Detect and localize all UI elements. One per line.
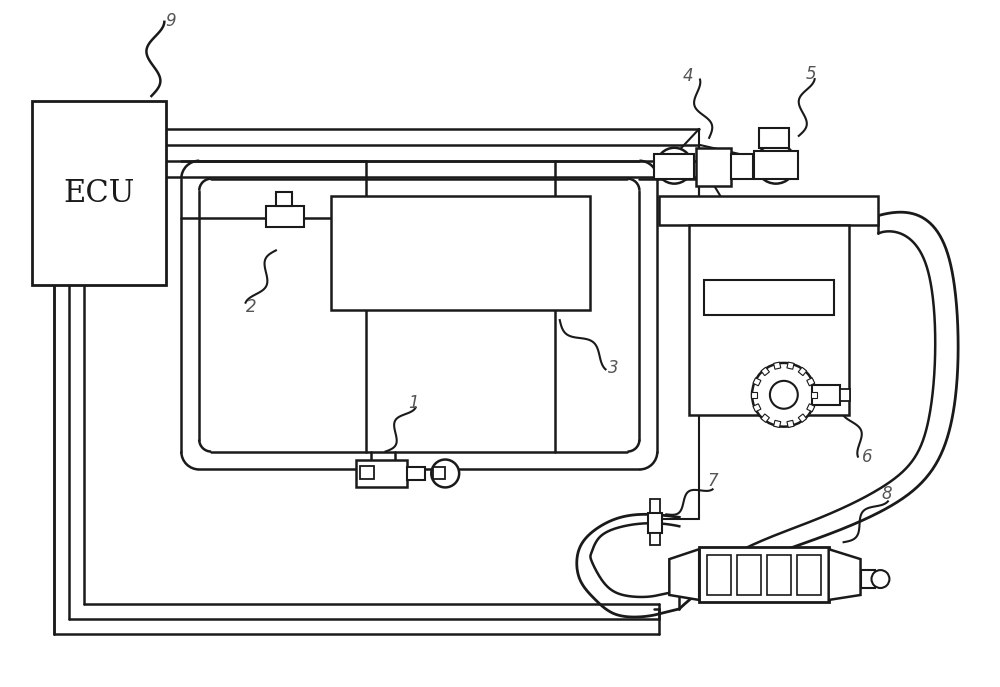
Bar [774, 420, 781, 427]
Bar [807, 404, 815, 412]
Circle shape [770, 381, 798, 409]
Bar [797, 555, 821, 595]
Bar [761, 368, 769, 376]
Bar [787, 420, 794, 427]
Bar [774, 362, 781, 369]
Bar [331, 196, 590, 310]
Bar [753, 404, 761, 412]
Text: 4: 4 [682, 67, 693, 85]
Bar [276, 192, 292, 205]
Bar [812, 385, 840, 405]
Bar [433, 467, 445, 480]
Bar [266, 205, 304, 227]
Circle shape [666, 158, 682, 174]
Bar [699, 547, 829, 602]
Bar [787, 362, 794, 369]
Bar [759, 128, 789, 148]
Bar [696, 148, 731, 185]
Bar [407, 466, 425, 480]
Bar [654, 154, 694, 179]
Text: 5: 5 [806, 65, 816, 83]
Bar [861, 570, 875, 588]
Circle shape [752, 363, 816, 427]
Bar [807, 378, 815, 386]
Bar [754, 150, 798, 179]
Text: 8: 8 [881, 486, 892, 504]
Bar [650, 499, 660, 513]
Bar [840, 389, 850, 401]
Circle shape [767, 155, 785, 172]
Text: 6: 6 [862, 447, 872, 466]
Bar [798, 414, 807, 423]
Bar [32, 101, 166, 285]
Circle shape [431, 460, 459, 487]
Bar [689, 225, 849, 415]
Bar [356, 460, 407, 487]
Circle shape [656, 148, 692, 183]
Bar [811, 392, 817, 398]
Bar [731, 154, 753, 179]
Bar [753, 378, 761, 386]
Bar [707, 555, 731, 595]
Polygon shape [829, 549, 861, 600]
Bar [650, 533, 660, 545]
Bar [360, 466, 374, 480]
Circle shape [871, 570, 889, 588]
Bar [737, 555, 761, 595]
Circle shape [756, 144, 796, 183]
Text: 9: 9 [165, 12, 176, 30]
Bar [704, 280, 834, 315]
Text: 7: 7 [707, 473, 718, 491]
Text: 1: 1 [408, 394, 419, 412]
Text: 2: 2 [246, 298, 257, 316]
Polygon shape [669, 549, 699, 600]
Bar [648, 513, 662, 533]
Text: 3: 3 [608, 359, 618, 377]
Bar [767, 555, 791, 595]
Bar [798, 368, 807, 376]
Bar [761, 414, 769, 423]
Bar [659, 196, 878, 225]
Text: ECU: ECU [63, 178, 135, 209]
Bar [751, 392, 757, 398]
